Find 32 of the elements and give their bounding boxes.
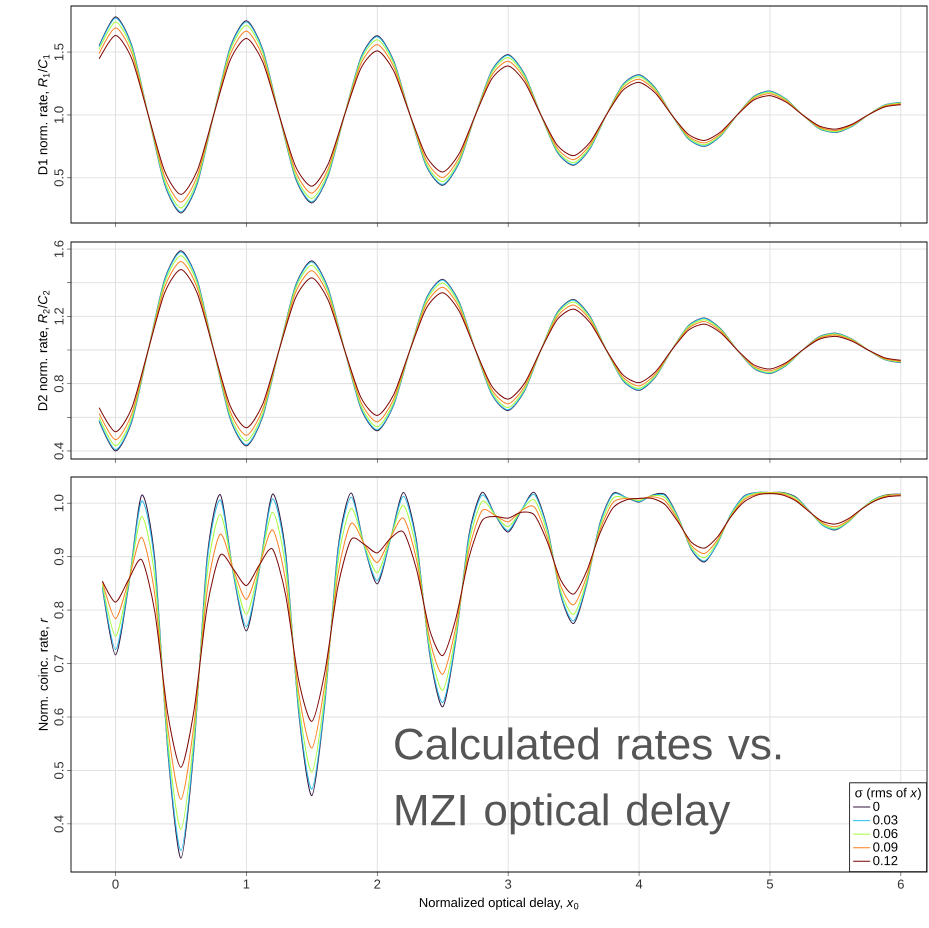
x-tick-label: 3	[505, 880, 512, 889]
y-tick-label: 0.9	[54, 548, 64, 566]
y-tick-label: 0.7	[54, 655, 64, 672]
legend-label: 0.06	[873, 828, 898, 838]
legend-label: 0.03	[873, 815, 898, 824]
x-tick-label: 0	[112, 880, 119, 889]
y-tick-label: 1.2	[54, 308, 64, 324]
legend-label: 0.09	[873, 842, 898, 852]
legend-title: σ (rms of x)	[855, 788, 921, 800]
y-tick-label: 1.6	[54, 240, 64, 258]
y-tick-label: 1.0	[54, 494, 64, 512]
y-tick-label: 0.5	[54, 169, 64, 186]
legend-label: 0	[873, 802, 880, 811]
x-axis-title: Normalized optical delay, x$_{0}$	[420, 898, 578, 910]
x-tick-label: 6	[898, 880, 904, 889]
y-tick-label: 1.5	[54, 44, 64, 60]
y-tick-label: 0.5	[54, 762, 64, 779]
y-tick-label: 0.4	[54, 815, 64, 832]
x-tick-label: 2	[374, 880, 380, 889]
annotation: Calculated rates vs. MZI optical delay	[395, 727, 780, 834]
y-tick-label: 0.8	[54, 602, 64, 619]
x-tick-label: 4	[636, 880, 642, 888]
y-tick-label: 0.6	[54, 708, 64, 726]
y-tick-label: 0.4	[54, 442, 64, 460]
y-tick-label: 1.0	[54, 106, 64, 123]
x-tick-label: 5	[766, 880, 774, 889]
y-axis-title: D2 norm. rate, R$_{2}$/C$_{2}$	[38, 290, 50, 410]
y-axis-title: D1 norm. rate, R$_{1}$/C$_{1}$	[38, 54, 50, 174]
x-tick-label: 1	[244, 880, 250, 888]
y-axis-title: Norm. coinc. rate, r	[38, 618, 50, 730]
y-tick-label: 0.8	[54, 375, 64, 392]
legend-label: 0.12	[873, 856, 898, 866]
